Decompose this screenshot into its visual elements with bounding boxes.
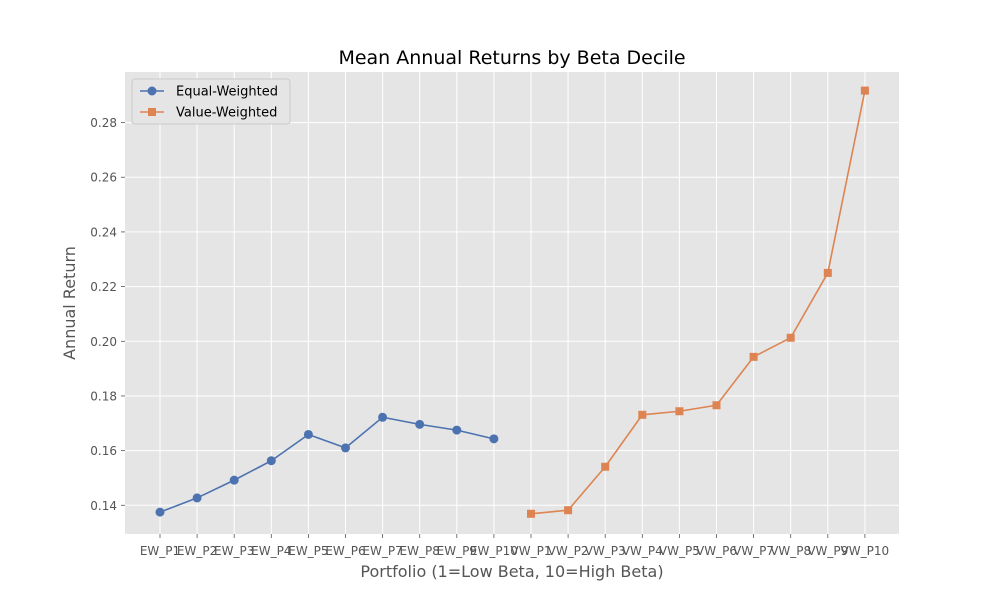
plot-area bbox=[125, 72, 899, 534]
data-point-equal-weighted bbox=[155, 507, 165, 517]
data-point-value-weighted bbox=[823, 268, 832, 277]
x-axis-label: Portfolio (1=Low Beta, 10=High Beta) bbox=[360, 562, 663, 581]
legend: Equal-Weighted Value-Weighted bbox=[131, 78, 291, 125]
data-point-value-weighted bbox=[564, 506, 573, 515]
series-line-equal-weighted bbox=[159, 416, 495, 513]
y-tick-label: 0.20 bbox=[90, 335, 117, 349]
x-tick-label: VW_P7 bbox=[733, 544, 774, 558]
x-tick-label: VW_P1 bbox=[511, 544, 552, 558]
x-tick-label: VW_P4 bbox=[622, 544, 663, 558]
x-tick-label: EW_P3 bbox=[214, 544, 254, 558]
legend-label-equal-weighted: Equal-Weighted bbox=[176, 85, 278, 100]
x-tick-label: EW_P4 bbox=[251, 544, 291, 558]
data-point-value-weighted bbox=[638, 410, 647, 419]
data-point-value-weighted bbox=[601, 462, 610, 471]
data-point-equal-weighted bbox=[266, 456, 276, 466]
y-tick-label: 0.26 bbox=[90, 171, 117, 185]
data-point-value-weighted bbox=[527, 509, 535, 518]
x-tick-label: EW_P2 bbox=[177, 544, 217, 558]
data-point-equal-weighted bbox=[378, 412, 388, 422]
x-tick-label: EW_P10 bbox=[470, 544, 518, 558]
x-tick-label: VW_P3 bbox=[585, 544, 626, 558]
data-point-equal-weighted bbox=[415, 419, 425, 429]
axis-ticks: EW_P1EW_P2EW_P3EW_P4EW_P5EW_P6EW_P7EW_P8… bbox=[90, 116, 889, 558]
y-tick-label: 0.22 bbox=[90, 280, 117, 294]
data-point-value-weighted bbox=[675, 407, 684, 416]
y-tick-label: 0.14 bbox=[90, 499, 117, 513]
y-tick-label: 0.24 bbox=[90, 225, 117, 239]
data-point-equal-weighted bbox=[192, 493, 202, 503]
x-tick-label: VW_P6 bbox=[696, 544, 737, 558]
legend-item-value-weighted: Value-Weighted bbox=[140, 106, 277, 121]
data-point-value-weighted bbox=[860, 86, 869, 95]
data-point-equal-weighted bbox=[303, 429, 313, 439]
x-tick-label: VW_P10 bbox=[841, 544, 890, 558]
x-tick-label: VW_P8 bbox=[770, 544, 811, 558]
x-tick-label: VW_P2 bbox=[548, 544, 589, 558]
x-tick-label: EW_P8 bbox=[400, 544, 440, 558]
series-group bbox=[155, 86, 869, 518]
chart-title: Mean Annual Returns by Beta Decile bbox=[338, 47, 685, 69]
data-point-value-weighted bbox=[749, 352, 758, 361]
x-tick-label: EW_P5 bbox=[288, 544, 328, 558]
x-tick-label: EW_P9 bbox=[437, 544, 477, 558]
legend-label-value-weighted: Value-Weighted bbox=[176, 106, 277, 121]
legend-box bbox=[131, 78, 291, 125]
data-point-value-weighted bbox=[786, 333, 795, 342]
x-tick-label: VW_P5 bbox=[659, 544, 700, 558]
x-tick-label: VW_P9 bbox=[807, 544, 848, 558]
legend-marker-value-weighted bbox=[148, 108, 156, 116]
x-tick-label: EW_P7 bbox=[362, 544, 402, 558]
legend-item-equal-weighted: Equal-Weighted bbox=[140, 85, 278, 100]
data-point-equal-weighted bbox=[229, 475, 239, 485]
x-tick-label: EW_P1 bbox=[140, 544, 180, 558]
data-point-equal-weighted bbox=[489, 434, 499, 444]
series-line-value-weighted bbox=[530, 90, 866, 515]
data-point-equal-weighted bbox=[341, 443, 350, 453]
data-point-equal-weighted bbox=[452, 425, 462, 435]
x-tick-label: EW_P6 bbox=[325, 544, 365, 558]
legend-marker-equal-weighted bbox=[147, 86, 157, 96]
grid-lines bbox=[125, 72, 899, 534]
y-axis-label: Annual Return bbox=[60, 246, 79, 360]
y-tick-label: 0.28 bbox=[90, 116, 117, 130]
data-point-value-weighted bbox=[712, 401, 721, 410]
y-tick-label: 0.16 bbox=[90, 444, 117, 458]
y-tick-label: 0.18 bbox=[90, 389, 117, 403]
